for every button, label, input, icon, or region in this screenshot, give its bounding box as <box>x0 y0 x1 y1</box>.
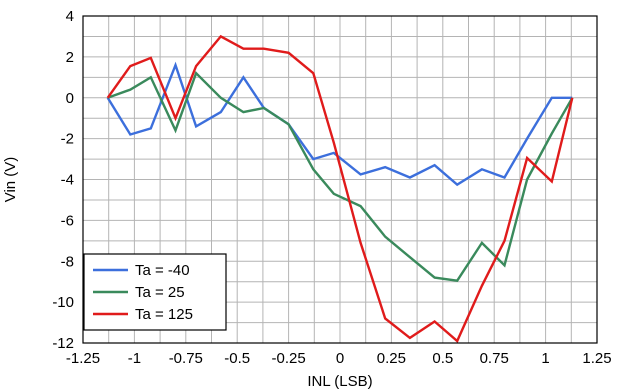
x-tick-label: -0.5 <box>224 350 250 367</box>
x-tick-label: -1 <box>128 350 141 367</box>
x-tick-label: -1.25 <box>66 350 100 367</box>
x-tick-label: 0.75 <box>480 350 509 367</box>
legend-label-3: Ta = 125 <box>135 306 193 323</box>
series-line-3 <box>106 34 574 343</box>
y-tick-label: -4 <box>61 172 74 189</box>
y-tick-label: -10 <box>52 294 74 311</box>
y-tick-label: -8 <box>61 253 74 270</box>
plot-frame <box>82 15 598 344</box>
x-tick-label: 0.5 <box>432 350 453 367</box>
y-axis-label: Vin (V) <box>2 157 19 203</box>
x-tick-label: 1.25 <box>582 350 611 367</box>
series-line-1 <box>106 61 573 187</box>
y-axis-ticks: -12 -10 -8 -6 -4 -2 0 2 4 <box>52 8 74 352</box>
x-axis-ticks: -1.25 -1 -0.75 -0.5 -0.25 0 0.25 0.5 0.75 1 1.25 <box>66 350 612 367</box>
y-tick-label: -2 <box>61 131 74 148</box>
x-tick-label: 0 <box>336 350 344 367</box>
y-tick-label: 2 <box>66 49 74 66</box>
x-tick-label: -0.25 <box>271 350 305 367</box>
y-tick-label: 0 <box>66 90 74 107</box>
legend-label-1: Ta = -40 <box>135 262 190 279</box>
x-axis-label: INL (LSB) <box>307 373 372 390</box>
y-tick-label: -6 <box>61 212 74 229</box>
y-tick-label: 4 <box>66 8 74 25</box>
x-tick-label: 1 <box>541 350 549 367</box>
series-layer <box>106 34 574 343</box>
x-tick-label: 0.25 <box>377 350 406 367</box>
legend: Ta = -40 Ta = 25 Ta = 125 <box>83 253 227 331</box>
x-tick-label: -0.75 <box>169 350 203 367</box>
legend-label-2: Ta = 25 <box>135 284 185 301</box>
y-tick-label: -12 <box>52 335 74 352</box>
